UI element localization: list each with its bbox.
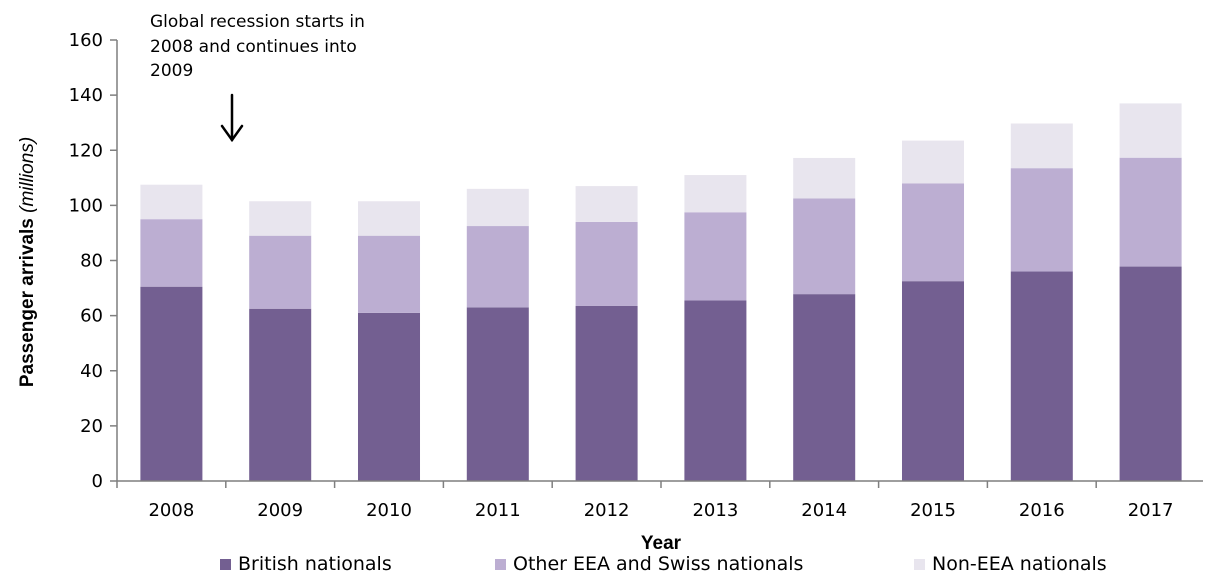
x-tick-label: 2013 <box>692 500 738 521</box>
bar-segment <box>249 308 312 481</box>
x-ticks-group: 2008 2009 2010 2011 2012 2013 2014 2015 2016 2017 <box>116 481 1174 521</box>
x-tick-label: 2010 <box>366 500 412 521</box>
bar-segment <box>249 201 312 236</box>
bar-segment <box>357 201 421 236</box>
bar-segment <box>575 186 638 222</box>
annotation-line-3: 2009 <box>150 61 193 81</box>
bar-segment <box>901 281 965 481</box>
bar-segment <box>684 175 747 213</box>
bar-segment <box>901 140 965 184</box>
bar-segment <box>793 157 856 199</box>
bar-segment <box>575 305 638 481</box>
bar-segment <box>140 184 203 220</box>
bar-segment <box>140 219 203 287</box>
bar-segment <box>357 235 421 313</box>
y-axis-title-main: Passenger arrivals <box>17 213 38 387</box>
x-tick-label: 2008 <box>148 500 194 521</box>
bar-segment <box>1010 123 1073 169</box>
x-tick-label: 2012 <box>584 500 630 521</box>
bar-segment <box>466 188 529 227</box>
x-tick-label: 2015 <box>910 500 956 521</box>
y-tick-label: 120 <box>69 140 103 161</box>
y-tick-label: 40 <box>80 361 103 382</box>
bar-segment <box>684 300 747 481</box>
bar-segment <box>575 221 638 306</box>
annotation-line-2: 2008 and continues into <box>150 37 357 57</box>
y-tick-label: 140 <box>69 85 103 106</box>
legend-label: Non-EEA nationals <box>932 553 1107 575</box>
bar-segment <box>1010 168 1073 272</box>
x-tick-label: 2016 <box>1019 500 1065 521</box>
x-tick-label: 2009 <box>257 500 303 521</box>
bars-group <box>140 103 1182 481</box>
y-tick-label: 100 <box>69 195 103 216</box>
y-axis-title: Passenger arrivals (millions) <box>17 137 38 387</box>
bar-segment <box>1119 266 1182 481</box>
x-axis-title: Year <box>641 533 682 554</box>
down-arrow-icon <box>220 93 244 143</box>
legend-swatch <box>220 559 231 570</box>
bar-segment <box>466 307 529 481</box>
y-tick-label: 60 <box>80 306 103 327</box>
legend-swatch <box>495 559 506 570</box>
bar-segment <box>466 226 529 308</box>
y-axis-title-unit: (millions) <box>17 137 38 213</box>
annotation-line-1: Global recession starts in <box>150 12 365 32</box>
x-tick-label: 2011 <box>475 500 521 521</box>
bar-segment <box>249 235 312 309</box>
bar-segment <box>684 212 747 301</box>
x-tick-label: 2017 <box>1128 500 1174 521</box>
bar-segment <box>140 286 203 481</box>
y-tick-label: 80 <box>80 251 103 272</box>
y-tick-label: 20 <box>80 416 103 437</box>
legend-label: British nationals <box>238 553 392 575</box>
bar-segment <box>1010 271 1073 481</box>
legend-swatch <box>914 559 925 570</box>
x-tick-label: 2014 <box>801 500 847 521</box>
legend: British nationals Other EEA and Swiss nat… <box>220 553 1107 575</box>
y-ticks-group: 0 20 40 60 80 100 120 140 160 <box>69 30 117 492</box>
y-tick-label: 160 <box>69 30 103 51</box>
y-tick-label: 0 <box>92 471 103 492</box>
bar-segment <box>901 183 965 282</box>
bar-segment <box>1119 157 1182 267</box>
recession-annotation: Global recession starts in 2008 and cont… <box>150 12 365 143</box>
bar-segment <box>357 312 421 481</box>
bar-segment <box>793 294 856 481</box>
bar-segment <box>793 198 856 295</box>
bar-segment <box>1119 103 1182 158</box>
legend-label: Other EEA and Swiss nationals <box>513 553 803 575</box>
